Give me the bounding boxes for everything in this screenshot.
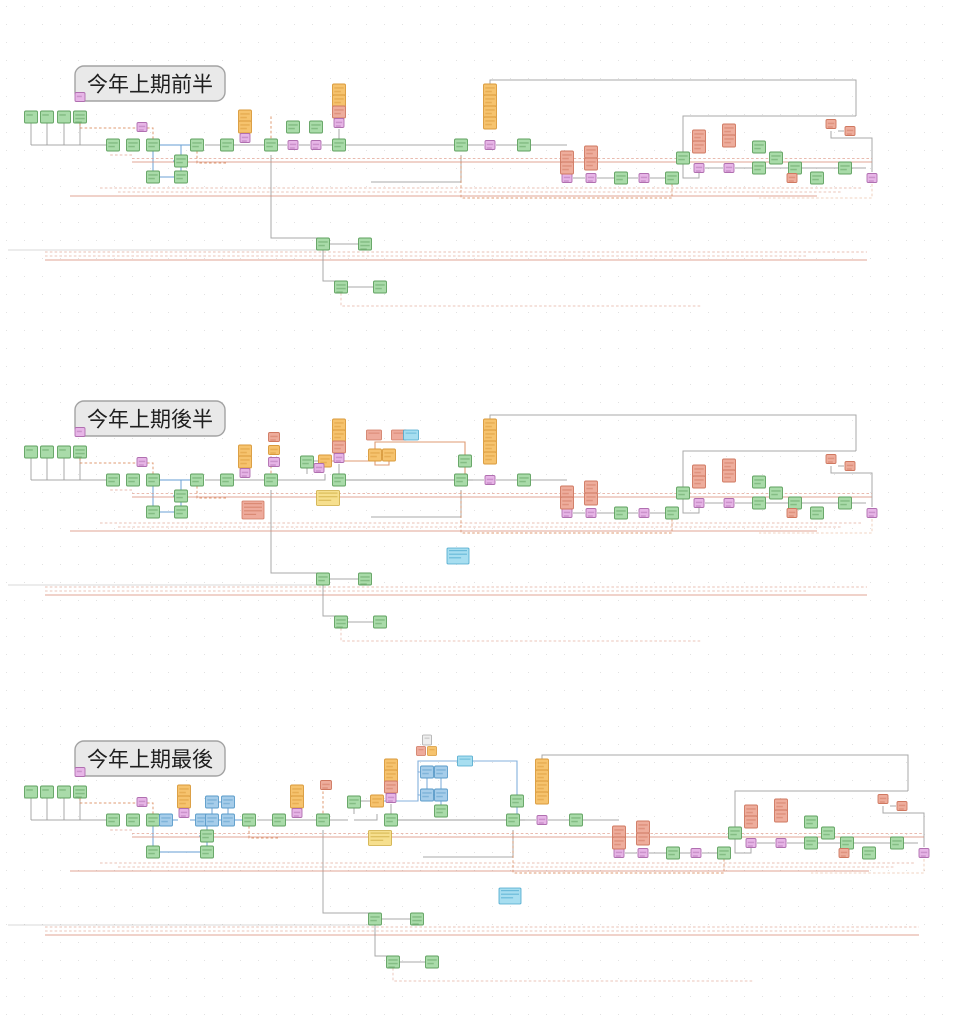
svg-text:今年上期最後: 今年上期最後	[87, 749, 213, 772]
svg-text:今年上期後半: 今年上期後半	[87, 409, 213, 432]
svg-text:今年上期前半: 今年上期前半	[87, 74, 213, 97]
